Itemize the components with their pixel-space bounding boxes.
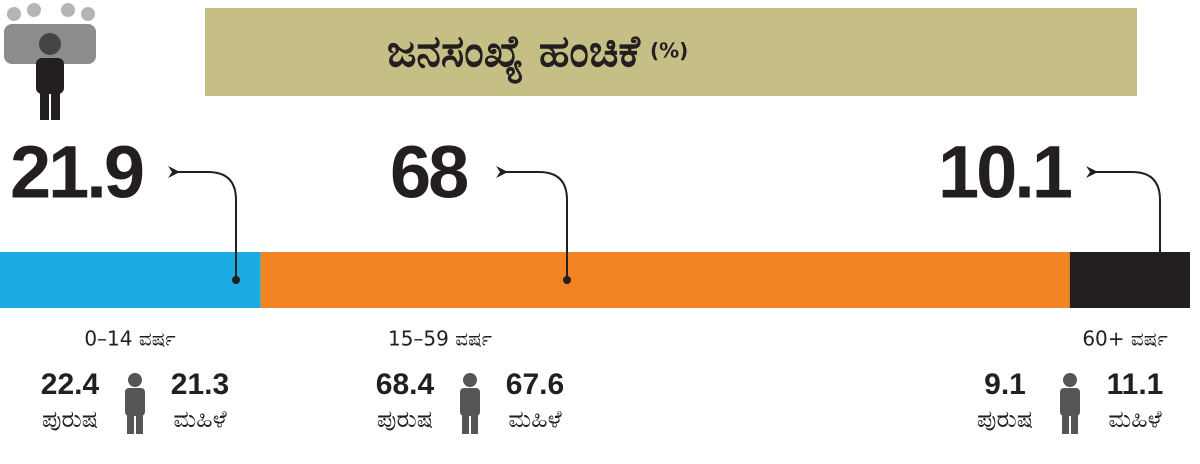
value-label: 10.1: [938, 131, 1072, 214]
arrow-dot: [563, 276, 571, 284]
arrow: [496, 166, 568, 280]
person-head: [128, 373, 142, 387]
female-value: 11.1: [1107, 368, 1164, 401]
person-leg: [1062, 414, 1069, 434]
male-label: ಪುರುಷ: [42, 405, 98, 433]
female-label: ಮಹಿಳೆ: [1108, 405, 1161, 433]
person-leg: [136, 414, 143, 434]
person-icon: [460, 373, 480, 434]
male-value: 9.1: [984, 368, 1026, 401]
bar-segment: [260, 252, 1070, 308]
arrow: [168, 166, 237, 280]
female-label: ಮಹಿಳೆ: [508, 405, 561, 433]
arrow: [1086, 166, 1161, 280]
value-label: 21.9: [10, 131, 143, 214]
person-body: [1060, 388, 1080, 416]
arrow-dot: [232, 276, 240, 284]
age-label: 60+ ವರ್ಷ: [1082, 327, 1167, 351]
person-body: [460, 388, 480, 416]
person-leg: [462, 414, 469, 434]
male-value: 68.4: [376, 368, 435, 401]
male-value: 22.4: [41, 368, 100, 401]
title-box: [205, 8, 1137, 96]
male-label: ಪುರುಷ: [977, 405, 1033, 433]
person-leg: [1071, 414, 1078, 434]
male-label: ಪುರುಷ: [377, 405, 433, 433]
chart-title: ಜನಸಂಖ್ಯೆ ಹಂಚಿಕೆ: [387, 26, 641, 84]
person-leg: [127, 414, 134, 434]
person-leg: [471, 414, 478, 434]
person-icon: [125, 373, 145, 434]
female-label: ಮಹಿಳೆ: [173, 405, 226, 433]
arrow-dot: [1156, 276, 1164, 284]
person-body: [125, 388, 145, 416]
crowd-icon: [4, 3, 96, 120]
person-head: [1063, 373, 1077, 387]
age-label: 15–59 ವರ್ಷ: [388, 327, 492, 351]
person-icon: [1060, 373, 1080, 434]
chart-subtitle: (%): [650, 39, 688, 63]
age-label: 0–14 ವರ್ಷ: [84, 327, 175, 351]
value-label: 68: [390, 131, 467, 214]
bar-segment: [1069, 252, 1190, 308]
female-value: 21.3: [171, 368, 229, 401]
person-head: [463, 373, 477, 387]
female-value: 67.6: [506, 368, 564, 401]
bar-segment: [0, 252, 261, 308]
